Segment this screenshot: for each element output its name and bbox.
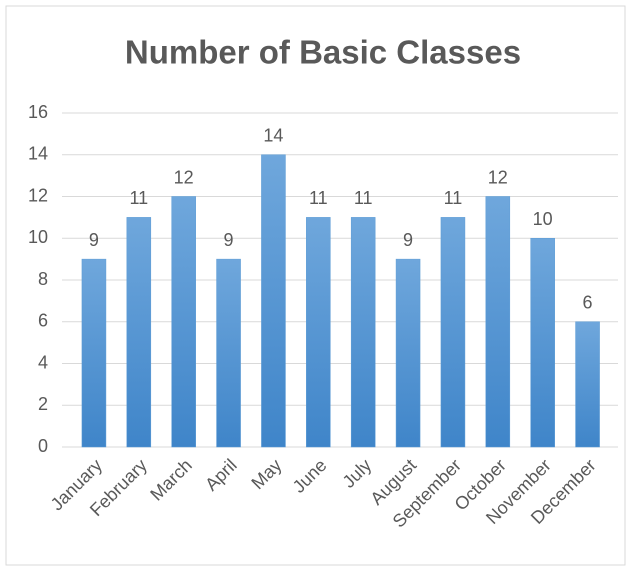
data-label: 9 bbox=[403, 230, 413, 250]
data-label: 11 bbox=[444, 188, 463, 208]
bar bbox=[485, 196, 511, 448]
data-label: 14 bbox=[263, 126, 283, 146]
data-label: 11 bbox=[309, 188, 328, 208]
data-label: 12 bbox=[174, 167, 194, 187]
bar bbox=[395, 258, 421, 448]
y-tick-label: 14 bbox=[28, 144, 48, 164]
y-tick-label: 6 bbox=[38, 311, 48, 331]
y-tick-label: 10 bbox=[28, 227, 48, 247]
bar bbox=[261, 154, 286, 448]
bar bbox=[575, 321, 600, 448]
bar bbox=[440, 217, 466, 448]
y-tick-label: 16 bbox=[28, 102, 48, 122]
y-tick-label: 8 bbox=[38, 269, 48, 289]
data-label: 6 bbox=[583, 293, 593, 313]
bar bbox=[350, 217, 376, 448]
bar bbox=[171, 196, 196, 448]
data-label: 12 bbox=[488, 167, 508, 187]
bar bbox=[126, 217, 152, 448]
data-label: 11 bbox=[354, 188, 373, 208]
data-label: 11 bbox=[129, 188, 148, 208]
y-tick-label: 2 bbox=[38, 394, 48, 414]
chart-title: Number of Basic Classes bbox=[125, 34, 521, 71]
bar bbox=[216, 258, 241, 448]
y-tick-label: 12 bbox=[28, 185, 48, 205]
data-label: 9 bbox=[224, 230, 234, 250]
y-tick-label: 4 bbox=[38, 352, 48, 372]
bar bbox=[81, 258, 107, 448]
y-tick-label: 0 bbox=[38, 436, 48, 456]
bar bbox=[306, 217, 331, 448]
data-label: 10 bbox=[533, 209, 553, 229]
bar bbox=[530, 238, 555, 448]
data-label: 9 bbox=[89, 230, 99, 250]
